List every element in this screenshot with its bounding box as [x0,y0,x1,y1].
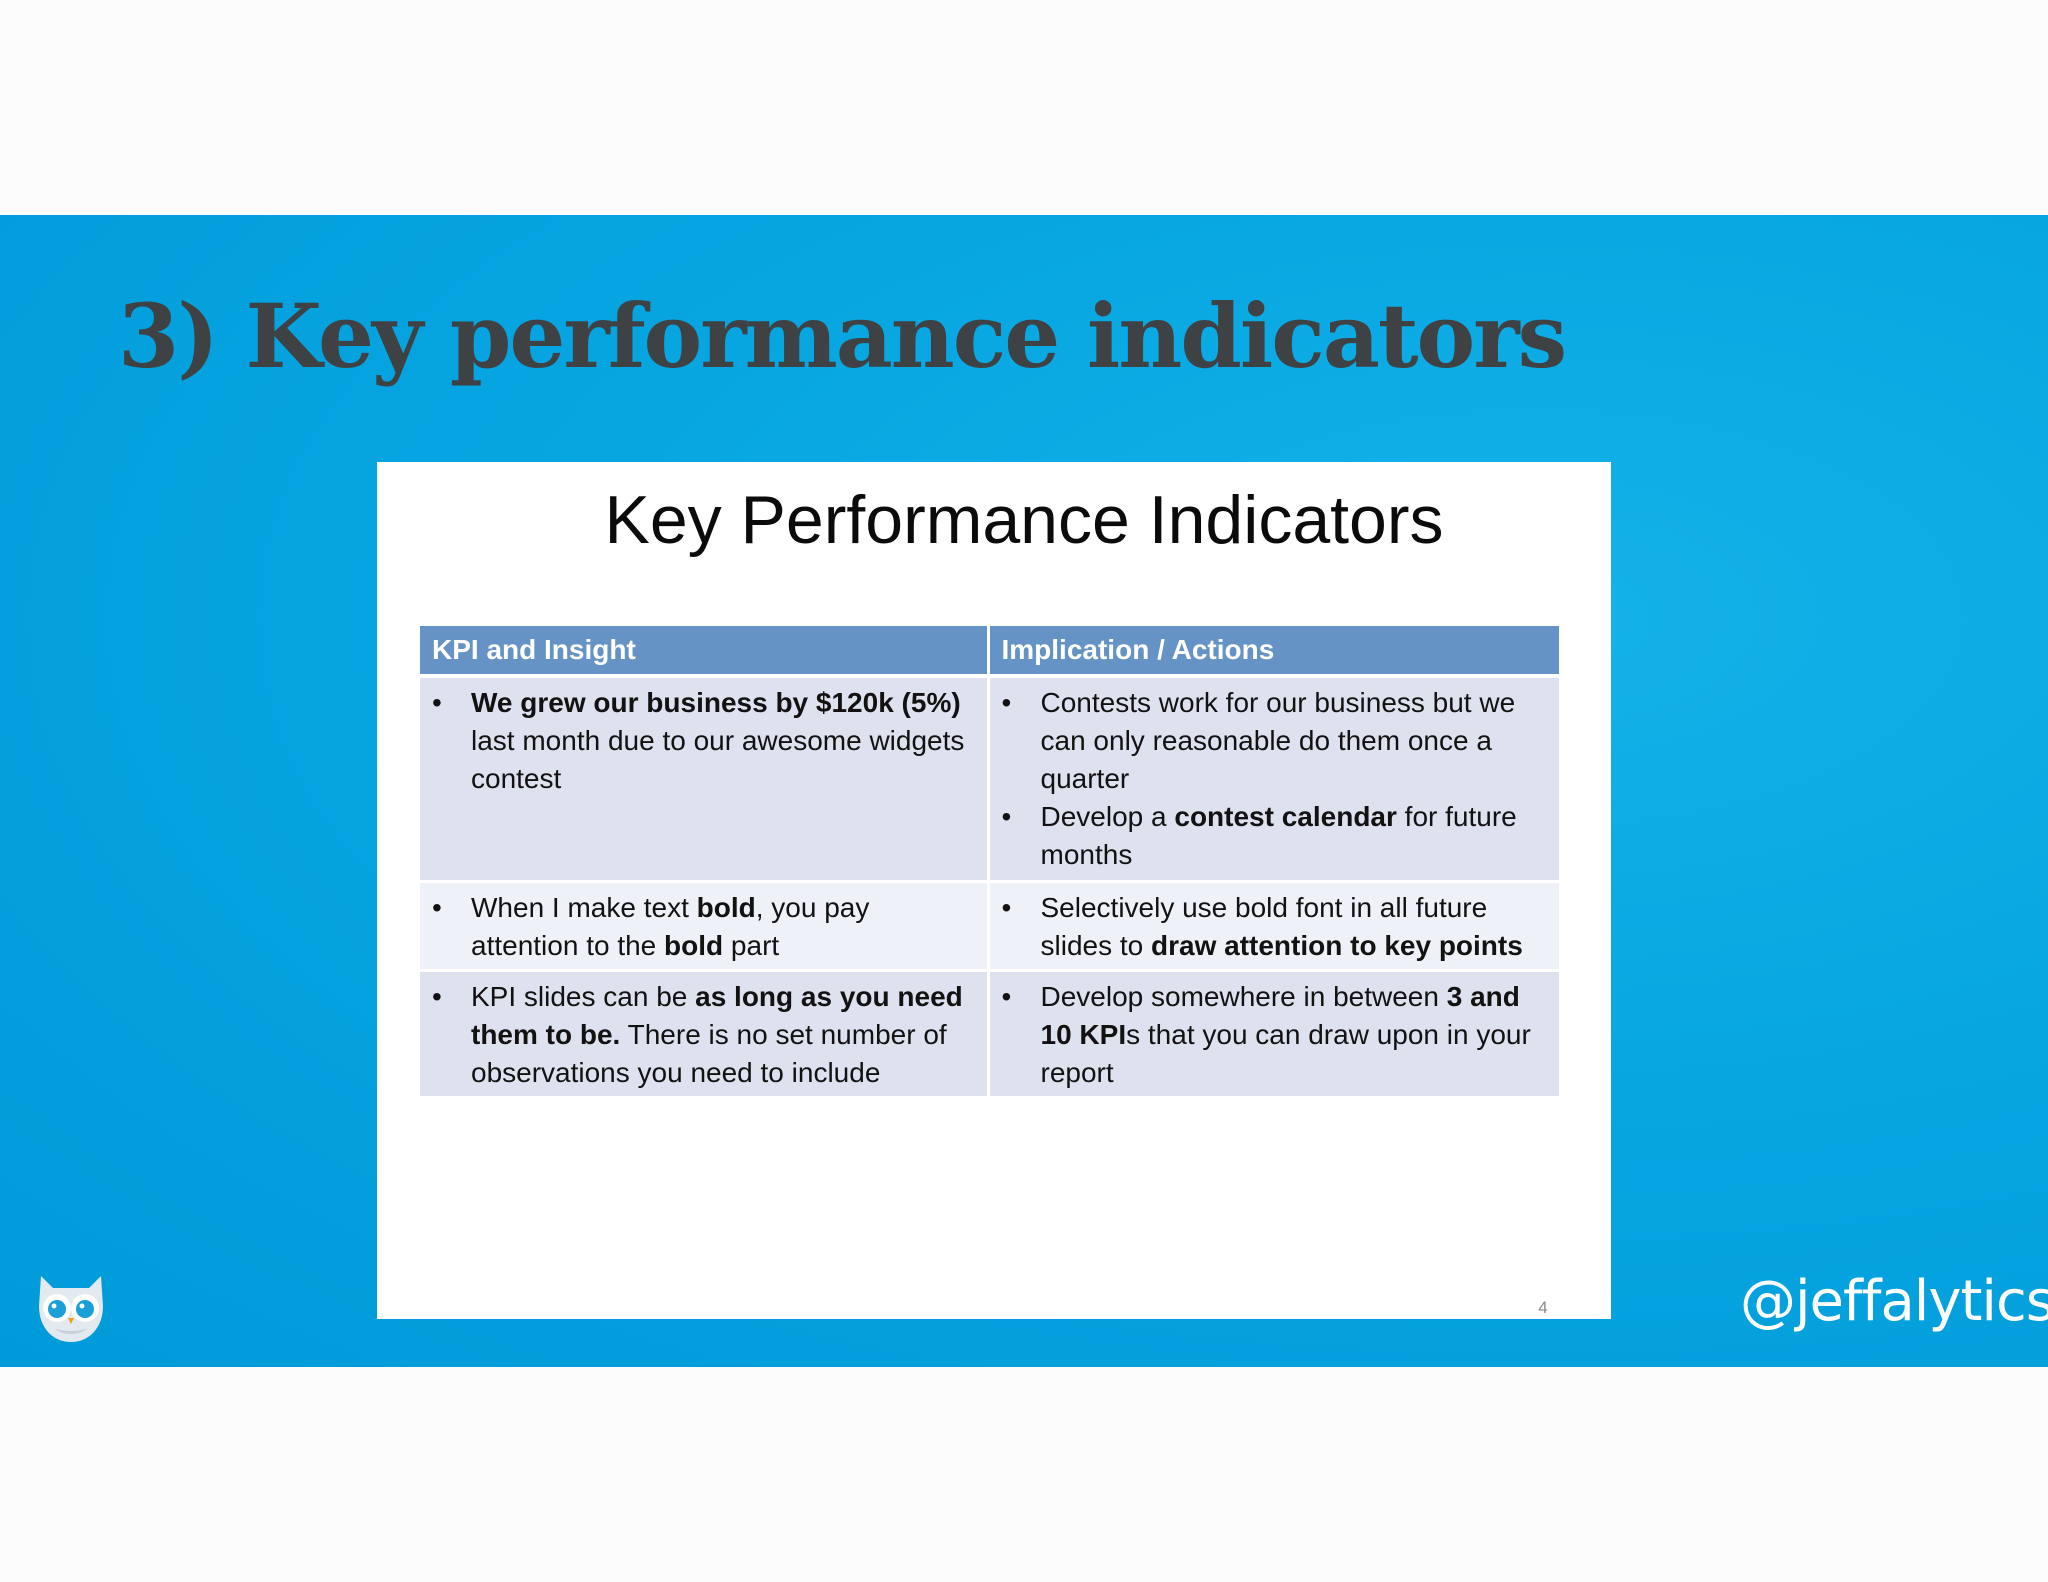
bullet-item: KPI slides can be as long as you need th… [430,978,977,1092]
presentation-title: 3) Key performance indicators [118,284,1567,388]
actions-cell: Selectively use bold font in all future … [988,881,1559,971]
bullet-list: Selectively use bold font in all future … [1000,889,1550,965]
bullet-item: Selectively use bold font in all future … [1000,889,1550,965]
kpi-cell: When I make text bold, you pay attention… [420,881,990,971]
kpi-cell: KPI slides can be as long as you need th… [420,970,990,1096]
bullet-item: When I make text bold, you pay attention… [430,889,977,965]
bold-text: We grew our business by $120k (5%) [471,687,961,718]
slide-page-number: 4 [1538,1298,1548,1317]
kpi-cell: We grew our business by $120k (5%) last … [420,676,990,882]
actions-cell: Develop somewhere in between 3 and 10 KP… [988,970,1559,1096]
kpi-table: KPI and Insight Implication / Actions We… [420,626,1559,1096]
table-row: KPI slides can be as long as you need th… [420,970,1559,1096]
bullet-list: Develop somewhere in between 3 and 10 KP… [1000,978,1550,1092]
owl-icon [39,1276,103,1342]
bullet-list: We grew our business by $120k (5%) last … [430,684,977,798]
bold-text: draw attention to key points [1151,930,1523,961]
column-header-kpi: KPI and Insight [420,626,990,676]
bold-text: as long as you need them to be. [471,981,963,1050]
bold-text: 3 and 10 KPI [1040,981,1520,1050]
bullet-list: When I make text bold, you pay attention… [430,889,977,965]
bullet-list: Contests work for our business but we ca… [1000,684,1550,874]
bold-text: bold [696,892,756,923]
column-header-actions: Implication / Actions [988,626,1559,676]
bullet-item: Develop somewhere in between 3 and 10 KP… [1000,978,1550,1092]
table-row: When I make text bold, you pay attention… [420,881,1559,971]
bullet-item: Contests work for our business but we ca… [1000,684,1550,798]
bullet-list: KPI slides can be as long as you need th… [430,978,977,1092]
bold-text: contest calendar [1174,801,1397,832]
slide-title: Key Performance Indicators [604,482,1444,558]
table-row: We grew our business by $120k (5%) last … [420,676,1559,882]
bullet-item: We grew our business by $120k (5%) last … [430,684,977,798]
table-header-row: KPI and Insight Implication / Actions [420,626,1559,676]
bullet-item: Develop a contest calendar for future mo… [1000,798,1550,874]
twitter-handle: @jeffalytics [1740,1269,2048,1334]
actions-cell: Contests work for our business but we ca… [988,676,1559,882]
bold-text: bold [664,930,724,961]
